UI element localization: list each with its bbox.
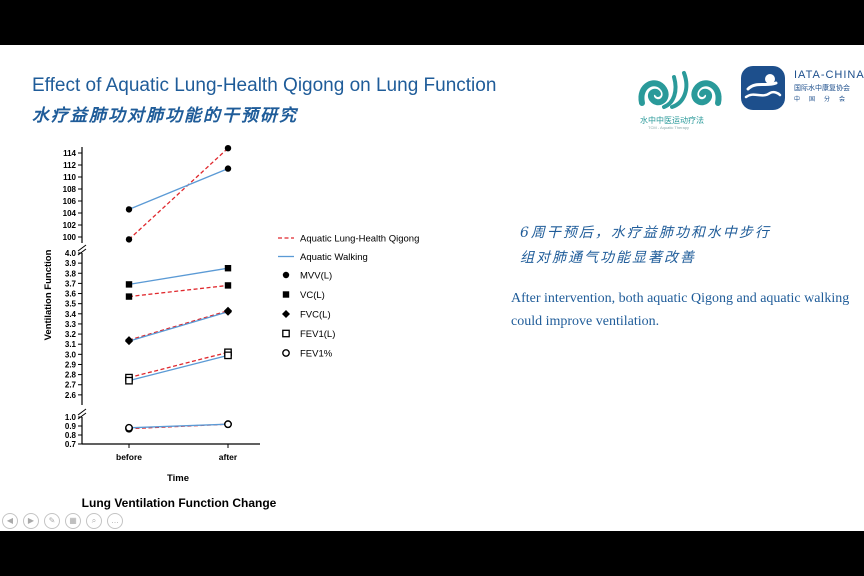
legend-label: MVV(L) <box>300 271 332 282</box>
logo-right-cn: 国际水中康复协会 <box>794 85 850 92</box>
legend-label: FEV1(L) <box>300 329 335 340</box>
x-axis-title: Time <box>167 473 189 484</box>
data-point <box>224 307 232 316</box>
legend-label: FVC(L) <box>300 310 331 321</box>
y-tick-label: 3.1 <box>65 340 77 349</box>
slide-nav-toolbar: ◀ ▶ ✎ ▦ ⌕ … <box>2 510 128 529</box>
data-point <box>224 351 232 360</box>
legend-marker-swatch <box>282 310 290 318</box>
pen-icon[interactable]: ✎ <box>44 513 60 529</box>
y-tick-label: 112 <box>63 161 76 170</box>
previous-slide-icon[interactable]: ◀ <box>2 513 18 529</box>
series-line <box>128 423 229 430</box>
y-tick-label: 3.5 <box>65 300 77 309</box>
data-point <box>125 236 133 243</box>
legend-marker-swatch <box>282 349 290 357</box>
y-tick-label: 3.3 <box>65 320 77 329</box>
data-point <box>224 420 232 429</box>
legend-marker-swatch <box>282 329 290 338</box>
legend-label: VC(L) <box>300 290 325 301</box>
iata-china-logo <box>741 66 785 110</box>
data-point <box>125 423 133 432</box>
data-point <box>125 206 133 213</box>
data-point <box>224 145 232 152</box>
data-point <box>125 337 133 346</box>
slide-title-en: Effect of Aquatic Lung-Health Qigong on … <box>32 75 497 96</box>
logo-right-cn2: 中国分会 <box>794 97 855 103</box>
next-slide-icon[interactable]: ▶ <box>23 513 39 529</box>
chart-title: Lung Ventilation Function Change <box>82 496 277 510</box>
lung-function-chart: 0.70.80.91.02.62.72.82.93.03.13.23.33.43… <box>43 145 419 510</box>
data-point <box>224 265 232 272</box>
slide-title-cn: 水疗益肺功对肺功能的干预研究 <box>32 106 298 126</box>
legend-marker-swatch <box>282 271 290 279</box>
y-tick-label: 0.9 <box>65 422 77 431</box>
conclusion-cn-line-2: 组对肺通气功能显著改善 <box>520 250 696 266</box>
logo-left-subtext: TCM - Aquatic Therapy <box>648 125 690 130</box>
y-tick-label: 2.6 <box>65 391 77 400</box>
data-point <box>224 282 232 289</box>
y-tick-label: 3.9 <box>65 259 77 268</box>
y-tick-label: 1.0 <box>65 413 77 422</box>
bottom-letterbox <box>0 531 864 576</box>
data-point <box>224 165 232 172</box>
y-tick-label: 102 <box>63 221 77 230</box>
x-tick-label: after <box>219 452 238 462</box>
conclusion-en: After intervention, both aquatic Qigong … <box>511 291 850 329</box>
y-tick-label: 106 <box>63 197 77 206</box>
tcm-aquatic-therapy-logo <box>638 71 722 109</box>
y-tick-label: 3.4 <box>65 310 77 319</box>
conclusion-cn: 6周干预后，水疗益肺功和水中步行 组对肺通气功能显著改善 <box>520 221 771 271</box>
series-line <box>128 310 229 341</box>
y-axis-title: Ventilation Function <box>43 249 54 340</box>
y-tick-label: 0.8 <box>65 431 77 440</box>
y-tick-label: 2.8 <box>65 371 77 380</box>
legend-label: Aquatic Walking <box>300 252 368 263</box>
data-point <box>125 281 133 288</box>
series-line <box>128 147 229 240</box>
legend-label: FEV1% <box>300 349 333 360</box>
slides-grid-icon[interactable]: ▦ <box>65 513 81 529</box>
y-tick-label: 110 <box>63 173 76 182</box>
data-point <box>125 293 133 300</box>
y-axis-break-upper <box>77 244 87 256</box>
series-line <box>128 351 229 379</box>
series-line <box>128 311 229 342</box>
more-options-icon[interactable]: … <box>107 513 123 529</box>
y-tick-label: 2.7 <box>65 381 77 390</box>
conclusion-cn-line-1: 6周干预后，水疗益肺功和水中步行 <box>520 225 771 241</box>
series-line <box>128 267 229 286</box>
series-line <box>128 423 229 429</box>
data-point <box>125 376 133 385</box>
y-tick-label: 4.0 <box>65 249 77 258</box>
y-tick-label: 104 <box>63 209 77 218</box>
legend-label: Aquatic Lung-Health Qigong <box>300 234 419 245</box>
y-tick-label: 100 <box>63 233 77 242</box>
slide: Effect of Aquatic Lung-Health Qigong on … <box>0 45 864 531</box>
series-line <box>128 167 229 211</box>
y-tick-label: 114 <box>63 149 76 158</box>
logo-right-name: IATA-CHINA <box>794 69 864 81</box>
y-tick-label: 0.7 <box>65 440 77 449</box>
x-tick-label: before <box>116 452 142 462</box>
zoom-icon[interactable]: ⌕ <box>86 513 102 529</box>
series-line <box>128 284 229 298</box>
y-tick-label: 2.9 <box>65 360 77 369</box>
y-tick-label: 3.0 <box>65 350 77 359</box>
y-tick-label: 3.6 <box>65 290 77 299</box>
y-tick-label: 3.2 <box>65 330 77 339</box>
y-axis-break-lower <box>77 408 87 420</box>
series-line <box>128 354 229 382</box>
y-tick-label: 3.8 <box>65 269 77 278</box>
legend-marker-swatch <box>282 291 290 298</box>
logo-left-text: 水中中医运动疗法 <box>640 116 704 125</box>
top-letterbox <box>0 0 864 45</box>
y-tick-label: 3.7 <box>65 279 77 288</box>
y-tick-label: 108 <box>63 185 77 194</box>
